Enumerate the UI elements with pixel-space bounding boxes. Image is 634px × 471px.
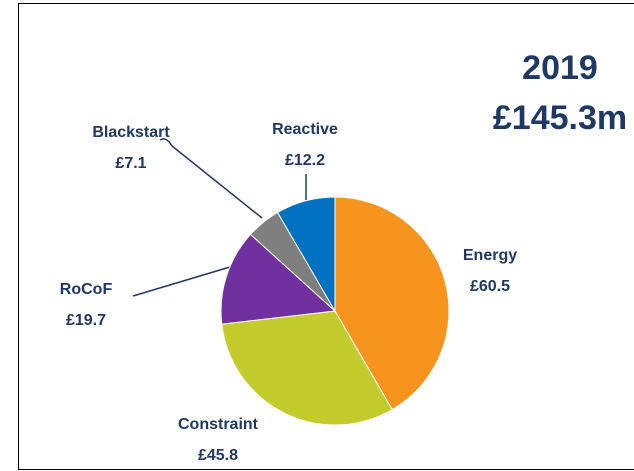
pie-slice — [276, 196, 336, 313]
pie-slice — [221, 310, 393, 426]
slice-label: Energy — [463, 247, 517, 264]
pie — [220, 196, 450, 426]
chart-subtitle: £145.3m — [493, 99, 627, 137]
slice-label: RoCoF — [60, 281, 113, 298]
slice-label: Blackstart — [92, 124, 170, 141]
slice-label: Constraint — [178, 416, 259, 433]
frame — [18, 3, 634, 470]
chart-title: 2019 — [522, 49, 598, 87]
value-label: £19.7 — [66, 312, 106, 329]
pie-slice — [334, 196, 450, 411]
value-label: £7.1 — [115, 155, 146, 172]
value-label: £60.5 — [470, 278, 510, 295]
value-label: £45.8 — [198, 447, 238, 464]
value-label: £12.2 — [285, 152, 325, 169]
leader-line — [132, 263, 241, 297]
slice-label: Reactive — [272, 121, 338, 138]
pie-slice — [220, 233, 337, 325]
leader-line — [159, 138, 263, 219]
